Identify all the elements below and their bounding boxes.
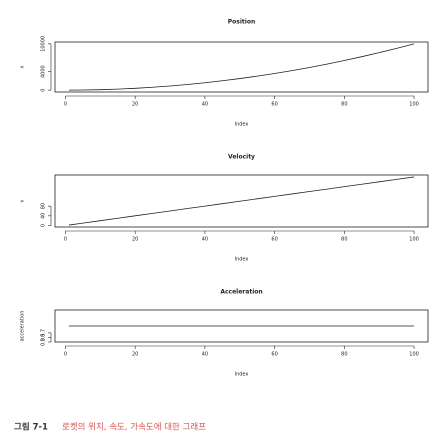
x-tick-label: 60 <box>271 352 277 358</box>
y-tick-label: 10000 <box>41 36 47 52</box>
x-tick-label: 100 <box>409 237 419 243</box>
x-axis-label: Index <box>235 257 249 263</box>
y-tick-label: 80 <box>41 203 47 209</box>
x-tick-label: 60 <box>271 102 277 108</box>
x-tick-label: 60 <box>271 237 277 243</box>
caption-text: 로켓의 위치, 속도, 가속도에 대한 그래프 <box>62 422 206 433</box>
x-tick-label: 40 <box>202 237 208 243</box>
y-axis-label: x <box>20 65 26 68</box>
y-tick-label: 0.7 <box>41 329 47 337</box>
x-tick-label: 0 <box>64 237 67 243</box>
plot-frame <box>54 41 429 93</box>
plot-frame <box>54 174 429 228</box>
x-tick-label: 80 <box>341 352 347 358</box>
y-tick-label: 0.3 <box>41 338 47 346</box>
plot-frame <box>54 309 429 343</box>
x-tick-label: 40 <box>202 352 208 358</box>
x-tick-label: 20 <box>132 352 138 358</box>
x-tick-label: 80 <box>341 237 347 243</box>
caption-label: 그림 7-1 <box>14 422 48 433</box>
chart-title: Velocity <box>228 154 255 161</box>
x-tick-label: 0 <box>64 102 67 108</box>
y-axis-label: acceleration <box>20 311 26 342</box>
chart-title: Acceleration <box>220 289 262 296</box>
x-tick-label: 20 <box>132 102 138 108</box>
data-line <box>68 43 415 91</box>
x-tick-label: 100 <box>409 102 419 108</box>
x-axis-label: Index <box>235 122 249 128</box>
x-axis-label: Index <box>235 372 249 378</box>
data-line <box>68 176 415 226</box>
y-tick-label: 0.5 <box>41 333 47 341</box>
y-tick-label: 0 <box>41 89 47 92</box>
x-tick-label: 100 <box>409 352 419 358</box>
x-tick-label: 20 <box>132 237 138 243</box>
y-tick-label: 4000 <box>41 65 47 78</box>
y-tick-label: 0 <box>41 224 47 227</box>
chart-title: Position <box>228 19 255 26</box>
x-tick-label: 0 <box>64 352 67 358</box>
y-tick-label: 40 <box>41 213 47 219</box>
x-tick-label: 80 <box>341 102 347 108</box>
x-tick-label: 40 <box>202 102 208 108</box>
y-axis-label: v <box>20 199 26 202</box>
